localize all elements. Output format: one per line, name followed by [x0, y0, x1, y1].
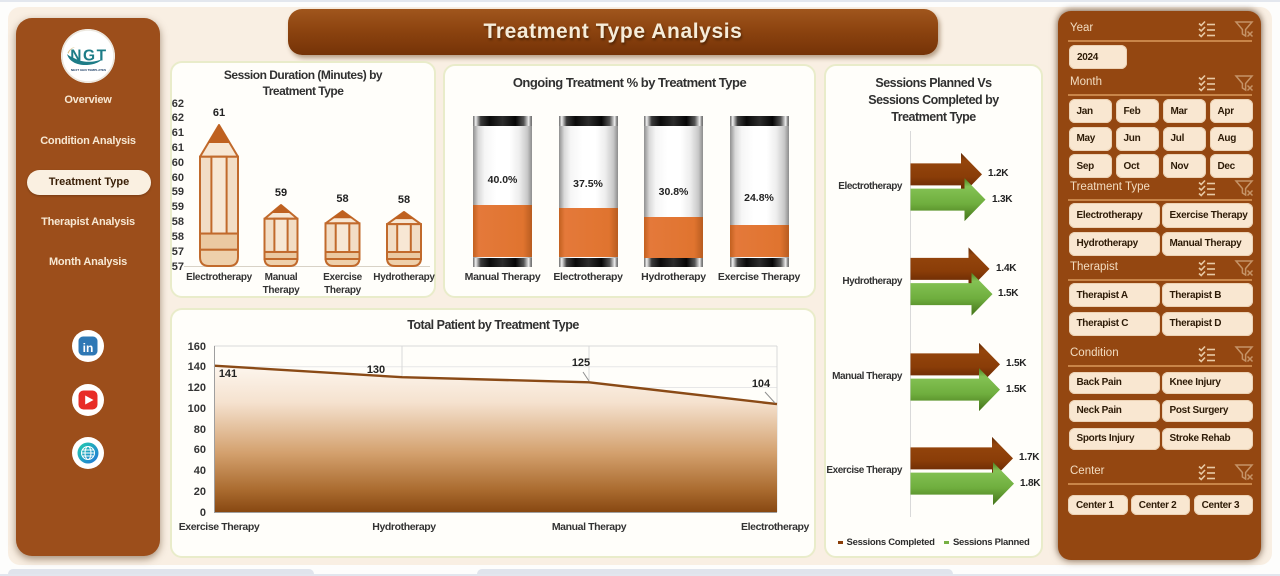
svg-text:NEXT GEN TEMPLATES: NEXT GEN TEMPLATES	[71, 68, 106, 72]
svg-text:in: in	[83, 341, 94, 355]
svg-text:NGT: NGT	[70, 48, 108, 65]
